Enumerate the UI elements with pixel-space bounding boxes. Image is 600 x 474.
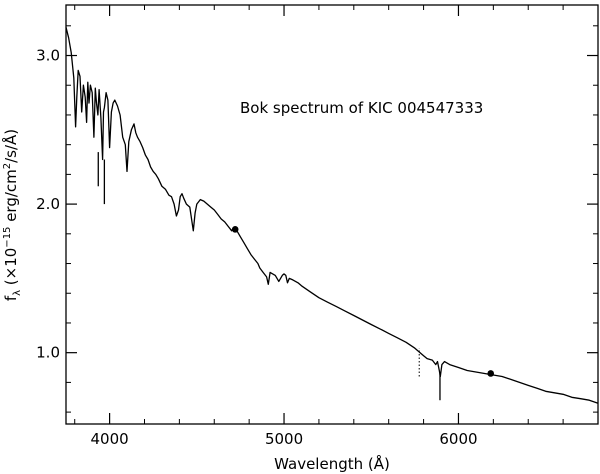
y-axis-title-middle: erg/cm [2, 169, 20, 226]
x-tick-label: 5000 [265, 430, 303, 448]
data-point-marker [487, 370, 495, 377]
y-axis-title-exponent-2: 2 [2, 163, 13, 169]
y-tick-label: 3.0 [36, 47, 60, 65]
chart-annotation: Bok spectrum of KIC 004547333 [240, 99, 483, 117]
y-axis-title-suffix: /s/Å) [1, 129, 20, 163]
y-axis-title-exponent: −15 [2, 227, 13, 248]
spectrum-line [65, 27, 599, 404]
y-axis-title-subscript: λ [12, 290, 23, 296]
series-layer [65, 27, 599, 404]
y-axis-title-prefix: f [2, 295, 20, 301]
feature-markers [97, 152, 495, 401]
x-tick-label: 4000 [91, 430, 129, 448]
plot-frame [65, 4, 599, 425]
y-tick-label: 2.0 [36, 195, 60, 213]
tick-labels: 4000 5000 6000 1.0 2.0 3.0 [36, 47, 477, 448]
x-axis-title: Wavelength (Å) [274, 454, 390, 473]
tick-marks [66, 5, 599, 424]
y-axis-title: fλ (×10−15 erg/cm2/s/Å) [1, 129, 23, 301]
data-point-marker [231, 226, 239, 233]
y-tick-label: 1.0 [36, 344, 60, 362]
y-axis-title-open: (×10 [2, 248, 20, 290]
x-tick-label: 6000 [439, 430, 477, 448]
